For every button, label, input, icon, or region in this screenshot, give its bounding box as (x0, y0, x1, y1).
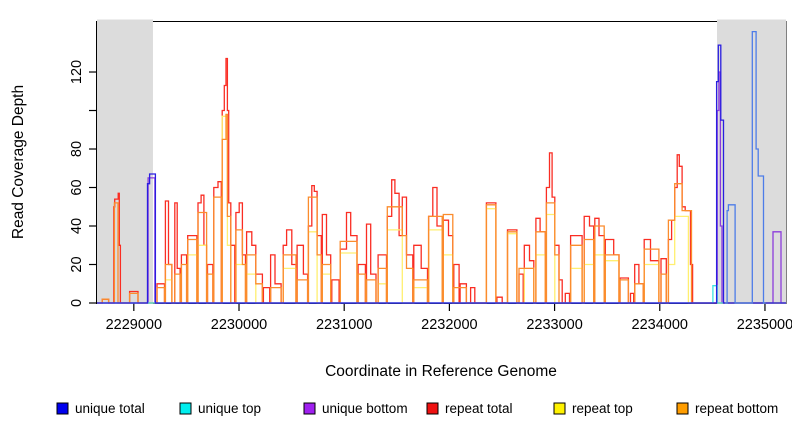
series-line-unique-bottom (97, 71, 786, 304)
legend-item-unique-top: unique top (179, 401, 261, 416)
y-tick-label: 40 (69, 218, 85, 234)
legend-label: repeat top (572, 401, 633, 416)
legend-label: unique bottom (322, 401, 408, 416)
y-axis-title: Read Coverage Depth (10, 85, 27, 239)
x-tick-label: 2232000 (421, 317, 477, 333)
y-tick-label: 80 (69, 141, 85, 157)
legend-item-unique-total: unique total (56, 401, 145, 416)
x-axis-title: Coordinate in Reference Genome (325, 363, 557, 380)
legend-swatch (56, 402, 69, 415)
legend-item-repeat-bottom: repeat bottom (676, 401, 778, 416)
legend-swatch (179, 402, 192, 415)
x-tick-label: 2234000 (632, 317, 688, 333)
y-tick-label: 0 (69, 299, 85, 307)
shaded-region (97, 19, 153, 304)
x-tick-label: 2233000 (526, 317, 582, 333)
legend-label: unique top (198, 401, 261, 416)
y-tick-label: 20 (69, 256, 85, 272)
y-tick-label: 60 (69, 179, 85, 195)
masked-region-shading (96, 19, 786, 304)
y-tick-label: 120 (69, 60, 85, 84)
series-line-unique-total (97, 44, 786, 304)
x-tick-label: 2235000 (737, 317, 792, 333)
legend-swatch (426, 402, 439, 415)
legend-label: repeat bottom (695, 401, 778, 416)
legend-item-repeat-total: repeat total (426, 401, 513, 416)
legend-item-unique-bottom: unique bottom (303, 401, 408, 416)
x-axis: 2229000 2230000 2231000 2232000 2233000 22340… (106, 303, 792, 333)
legend-swatch (676, 402, 689, 415)
x-tick-label: 2230000 (211, 317, 267, 333)
legend: unique total unique top unique bottom repea… (56, 401, 778, 416)
series-line-unique-total (725, 30, 766, 304)
legend-label: repeat total (445, 401, 513, 416)
y-axis: 0 20 40 60 80 120 (69, 60, 97, 307)
legend-swatch (553, 402, 566, 415)
x-tick-label: 2229000 (106, 317, 162, 333)
x-tick-label: 2231000 (316, 317, 372, 333)
legend-label: unique total (75, 401, 145, 416)
legend-swatch (303, 402, 316, 415)
coverage-series-lines (97, 30, 786, 304)
shaded-region (716, 19, 786, 304)
legend-item-repeat-top: repeat top (553, 401, 633, 416)
